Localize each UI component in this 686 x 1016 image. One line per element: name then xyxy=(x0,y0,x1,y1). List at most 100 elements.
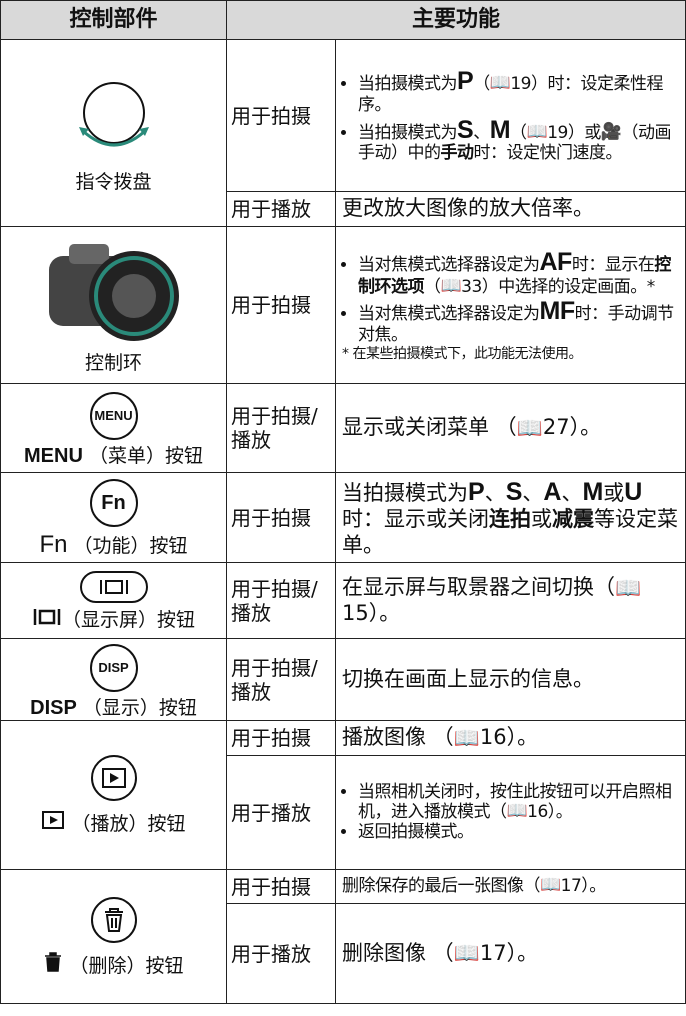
div-element: （播放）按钮 xyxy=(2,754,226,836)
text: 播放图像 （ xyxy=(342,725,454,750)
td-element: MENU MENU （菜单）按钮 xyxy=(0,383,227,473)
tr-element: （删除）按钮 用于拍摄 删除保存的最后一张图像（📖17）。 xyxy=(0,869,686,1004)
text: 15）。 xyxy=(342,600,401,625)
camera-image xyxy=(48,243,179,341)
tr-element: （显示屏）按钮 用于拍摄/播放 在显示屏与取景器之间切换（📖 15）。 xyxy=(0,562,686,639)
text: 时：显示在 xyxy=(571,255,655,276)
mode-label: 用于拍摄 xyxy=(226,869,336,904)
text: 删除图像 （ xyxy=(342,940,454,965)
mode-label: 用于拍摄/播放 xyxy=(226,383,336,473)
td-element: （显示屏）按钮 xyxy=(0,562,227,639)
component-label: （播放）按钮 xyxy=(71,813,186,836)
text: （ xyxy=(473,74,490,95)
td-element: （播放）按钮 xyxy=(0,720,227,870)
component-cell: 指令拨盘 xyxy=(0,39,227,227)
text: 当对焦模式选择器设定为 xyxy=(358,304,540,325)
text: 显示或关闭菜单 （ xyxy=(342,415,517,440)
text: 27）。 xyxy=(542,415,602,440)
text: MF xyxy=(539,297,576,326)
td-element: 删除图像 （📖17）。 xyxy=(335,903,686,1004)
span-element: DISP （显示）按钮 xyxy=(30,696,197,720)
td-element: 播放图像 （📖16）。 xyxy=(335,720,686,756)
span-element: 📖 xyxy=(489,73,511,94)
text: MENU xyxy=(89,392,138,440)
text: P xyxy=(468,478,485,507)
monitor-button-icon xyxy=(79,570,148,603)
text: 减震 xyxy=(552,507,594,532)
text: 、 xyxy=(522,481,544,506)
text: 16）。 xyxy=(479,725,539,750)
text: M xyxy=(582,478,604,507)
delete-button-icon xyxy=(90,896,137,943)
mode-label: 用于拍摄/播放 xyxy=(226,638,336,721)
td-element: 当拍摄模式为P、S、A、M或U时：显示或关闭连拍或减震等设定菜单。 xyxy=(335,472,686,563)
text: 33）中选择的设定画面。* xyxy=(461,276,655,297)
text: 当拍摄模式为 xyxy=(358,74,458,95)
div-element: （删除）按钮 xyxy=(2,896,226,978)
span-element: Fn （功能）按钮 xyxy=(39,531,187,560)
text: 17）。 xyxy=(560,876,607,897)
div-element: Fn Fn （功能）按钮 xyxy=(2,475,226,560)
text: 当对焦模式选择器设定为 xyxy=(358,255,540,276)
component-label: MENU xyxy=(24,445,83,467)
text: * 在某些拍摄模式下，此功能无法使用。 xyxy=(342,345,582,362)
component-label: 控制部件 xyxy=(0,0,227,40)
text: 当拍摄模式为 xyxy=(358,122,458,143)
svg-element xyxy=(42,811,65,830)
span-element: 📖 xyxy=(506,801,528,822)
li-element: 当照相机关闭时，按住此按钮可以开启照相机，进入播放模式（📖16）。 xyxy=(358,782,679,823)
tr-element: DISP DISP （显示）按钮 用于拍摄/播放 切换在画面上显示的信息。 xyxy=(0,638,686,721)
li-element: 当拍摄模式为P（📖19）时：设定柔性程序。 xyxy=(358,67,679,115)
mode-label: 用于拍摄 xyxy=(226,720,336,756)
td-element: 当照相机关闭时，按住此按钮可以开启照相机，进入播放模式（📖16）。返回拍摄模式。 xyxy=(335,755,686,870)
tr-element: 指令拨盘 用于拍摄 当拍摄模式为P（📖19）时：设定柔性程序。 当拍摄模式为S、… xyxy=(0,39,686,227)
text: 时：手动调节对焦。 xyxy=(358,304,674,346)
svg-element xyxy=(33,608,61,625)
text: 等设定菜单。 xyxy=(342,507,678,557)
td-element: Fn Fn （功能）按钮 xyxy=(0,472,227,563)
td-element: 当拍摄模式为P（📖19）时：设定柔性程序。 当拍摄模式为S、M（📖19）或🎥（动… xyxy=(335,39,686,192)
td-element: DISP DISP （显示）按钮 xyxy=(0,638,227,721)
text: 或 xyxy=(603,481,625,506)
span-element: 📖 xyxy=(516,415,543,440)
tr-element: 用于播放 更改放大图像的放大倍率。 xyxy=(1,191,686,227)
text: （动画手动）中的 xyxy=(358,122,672,164)
tr-element: 用于播放 当照相机关闭时，按住此按钮可以开启照相机，进入播放模式（📖16）。返回… xyxy=(1,755,686,870)
dial-icon xyxy=(78,81,149,146)
span-element: （显示屏）按钮 xyxy=(32,608,195,632)
ul-element: 当拍摄模式为P（📖19）时：设定柔性程序。 当拍摄模式为S、M（📖19）或🎥（动… xyxy=(342,67,679,164)
component-label: （显示屏）按钮 xyxy=(61,608,195,631)
span-element: （删除）按钮 xyxy=(43,951,184,978)
text: M xyxy=(489,115,511,144)
text: 当拍摄模式为 xyxy=(342,481,468,506)
span-element: 📖 xyxy=(453,725,480,750)
component-label: Fn xyxy=(39,531,68,559)
text: A xyxy=(543,478,562,507)
span-element: 📖 xyxy=(526,121,548,142)
text: 主要功能 xyxy=(226,0,686,40)
ul-element: 当照相机关闭时，按住此按钮可以开启照相机，进入播放模式（📖16）。返回拍摄模式。 xyxy=(342,782,679,842)
text: 19）时：设定柔性程序。 xyxy=(358,74,664,115)
text: 时：设定快门速度。 xyxy=(473,143,623,164)
mode-label: 用于播放 xyxy=(226,903,336,1004)
span-element: 📖 xyxy=(615,575,642,600)
mode-label: 用于拍摄 xyxy=(226,472,336,563)
text: （ xyxy=(424,276,441,297)
component-label: （菜单）按钮 xyxy=(88,445,203,467)
text: 手动 xyxy=(440,143,475,164)
mode-label: 用于拍摄/播放 xyxy=(226,562,336,639)
td-element: 在显示屏与取景器之间切换（📖 15）。 xyxy=(335,562,686,639)
span-element: 🎥 xyxy=(600,121,622,142)
text: 、 xyxy=(484,481,506,506)
div-element: 控制环 xyxy=(2,236,226,375)
span-element: 📖 xyxy=(440,276,462,297)
text: 更改放大图像的放大倍率。 xyxy=(335,191,686,227)
component-label: （删除）按钮 xyxy=(69,954,184,977)
component-label: DISP xyxy=(30,696,77,719)
component-label: （功能）按钮 xyxy=(73,535,188,558)
tr-element: 用于播放 删除图像 （📖17）。 xyxy=(1,903,686,1004)
component-label: （显示）按钮 xyxy=(82,696,197,719)
text: 19）或 xyxy=(547,122,601,143)
